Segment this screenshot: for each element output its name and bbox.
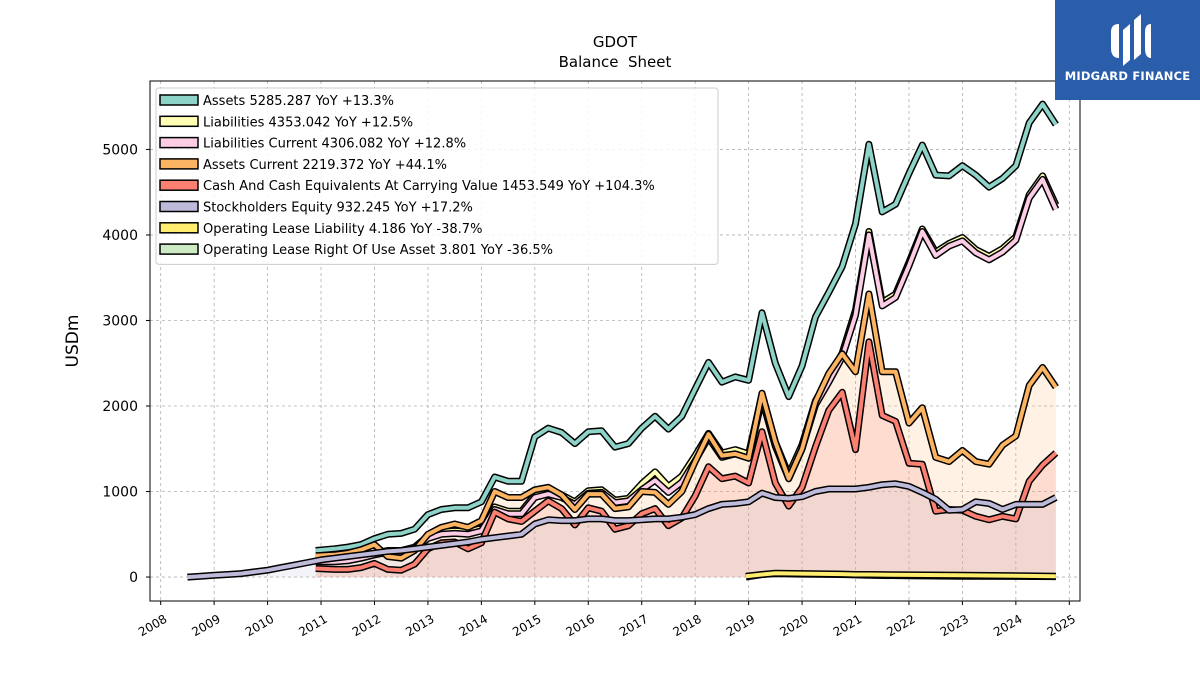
series-operating-lease-liability — [745, 569, 1056, 580]
y-tick-label: 5000 — [102, 142, 138, 158]
x-tick-label: 2015 — [510, 612, 543, 639]
brand-logo: MIDGARD FINANCE — [1055, 0, 1200, 100]
legend-swatch — [159, 222, 199, 234]
legend-swatch — [159, 179, 199, 191]
x-tick-label: 2024 — [991, 612, 1024, 639]
legend-swatch — [159, 94, 199, 106]
x-tick-label: 2019 — [724, 612, 757, 639]
x-tick-label: 2010 — [243, 612, 276, 639]
plot-frame — [149, 80, 1081, 602]
x-tick-label: 2022 — [884, 612, 917, 639]
legend-item: Assets Current 2219.372 YoY +44.1% — [159, 158, 447, 173]
x-tick-label: 2025 — [1045, 612, 1078, 639]
legend-swatch — [159, 136, 199, 149]
x-tick-label: 2020 — [777, 612, 810, 639]
legend-label: Assets 5285.287 YoY +13.3% — [203, 94, 394, 109]
x-tick-label: 2008 — [136, 612, 169, 639]
legend-box — [155, 87, 719, 265]
chart-title: GDOT — [593, 33, 638, 51]
legend: Assets 5285.287 YoY +13.3% Liabilities 43… — [155, 87, 719, 265]
x-tick-label: 2016 — [564, 612, 597, 639]
x-tick-label: 2021 — [831, 612, 864, 639]
y-tick-label: 2000 — [102, 399, 138, 415]
series-line — [187, 481, 1057, 580]
y-axis-label: USDm — [63, 315, 83, 368]
legend-label: Cash And Cash Equivalents At Carrying Va… — [203, 179, 655, 194]
legend-item: Liabilities Current 4306.082 YoY +12.8% — [159, 136, 466, 152]
y-tick-label: 0 — [129, 570, 138, 586]
x-tick-label: 2017 — [617, 612, 650, 639]
legend-item: Assets 5285.287 YoY +13.3% — [159, 94, 394, 109]
legend-label: Liabilities 4353.042 YoY +12.5% — [203, 115, 413, 130]
series-assets — [315, 100, 1059, 554]
legend-swatch — [159, 158, 199, 170]
series-line — [745, 571, 1056, 579]
x-tick-label: 2014 — [457, 612, 490, 639]
legend-item: Liabilities 4353.042 YoY +12.5% — [159, 115, 413, 130]
legend-label: Operating Lease Liability 4.186 YoY -38.… — [203, 222, 482, 237]
legend-label: Assets Current 2219.372 YoY +44.1% — [203, 158, 447, 173]
chart-subtitle: Balance Sheet — [559, 53, 672, 71]
series-line — [315, 102, 1058, 553]
x-tick-label: 2009 — [189, 612, 222, 639]
legend-item: Stockholders Equity 932.245 YoY +17.2% — [159, 200, 473, 216]
series-stockholders-equity — [187, 480, 1058, 581]
series-line — [315, 292, 1058, 561]
logo-mark-icon — [1111, 14, 1151, 66]
legend-item: Cash And Cash Equivalents At Carrying Va… — [159, 179, 655, 194]
legend-swatch — [159, 200, 199, 213]
x-tick-label: 2011 — [296, 612, 329, 639]
x-tick-label: 2018 — [670, 612, 703, 639]
series-assets-current — [315, 290, 1059, 562]
legend-swatch — [159, 115, 199, 128]
y-tick-label: 4000 — [102, 228, 138, 244]
x-tick-label: 2013 — [403, 612, 436, 639]
y-tick-label: 1000 — [102, 485, 138, 501]
legend-item: Operating Lease Liability 4.186 YoY -38.… — [159, 222, 482, 237]
legend-swatch — [159, 243, 199, 255]
legend-label: Liabilities Current 4306.082 YoY +12.8% — [203, 137, 466, 152]
logo-text: MIDGARD FINANCE — [1064, 69, 1191, 83]
legend-item: Operating Lease Right Of Use Asset 3.801… — [159, 243, 553, 258]
x-tick-label: 2012 — [350, 612, 383, 639]
legend-label: Operating Lease Right Of Use Asset 3.801… — [203, 243, 553, 258]
y-tick-label: 3000 — [102, 313, 138, 329]
legend-label: Stockholders Equity 932.245 YoY +17.2% — [203, 201, 473, 216]
series-layer — [187, 100, 1060, 581]
x-tick-label: 2023 — [938, 612, 971, 639]
fills-layer — [187, 294, 1056, 578]
